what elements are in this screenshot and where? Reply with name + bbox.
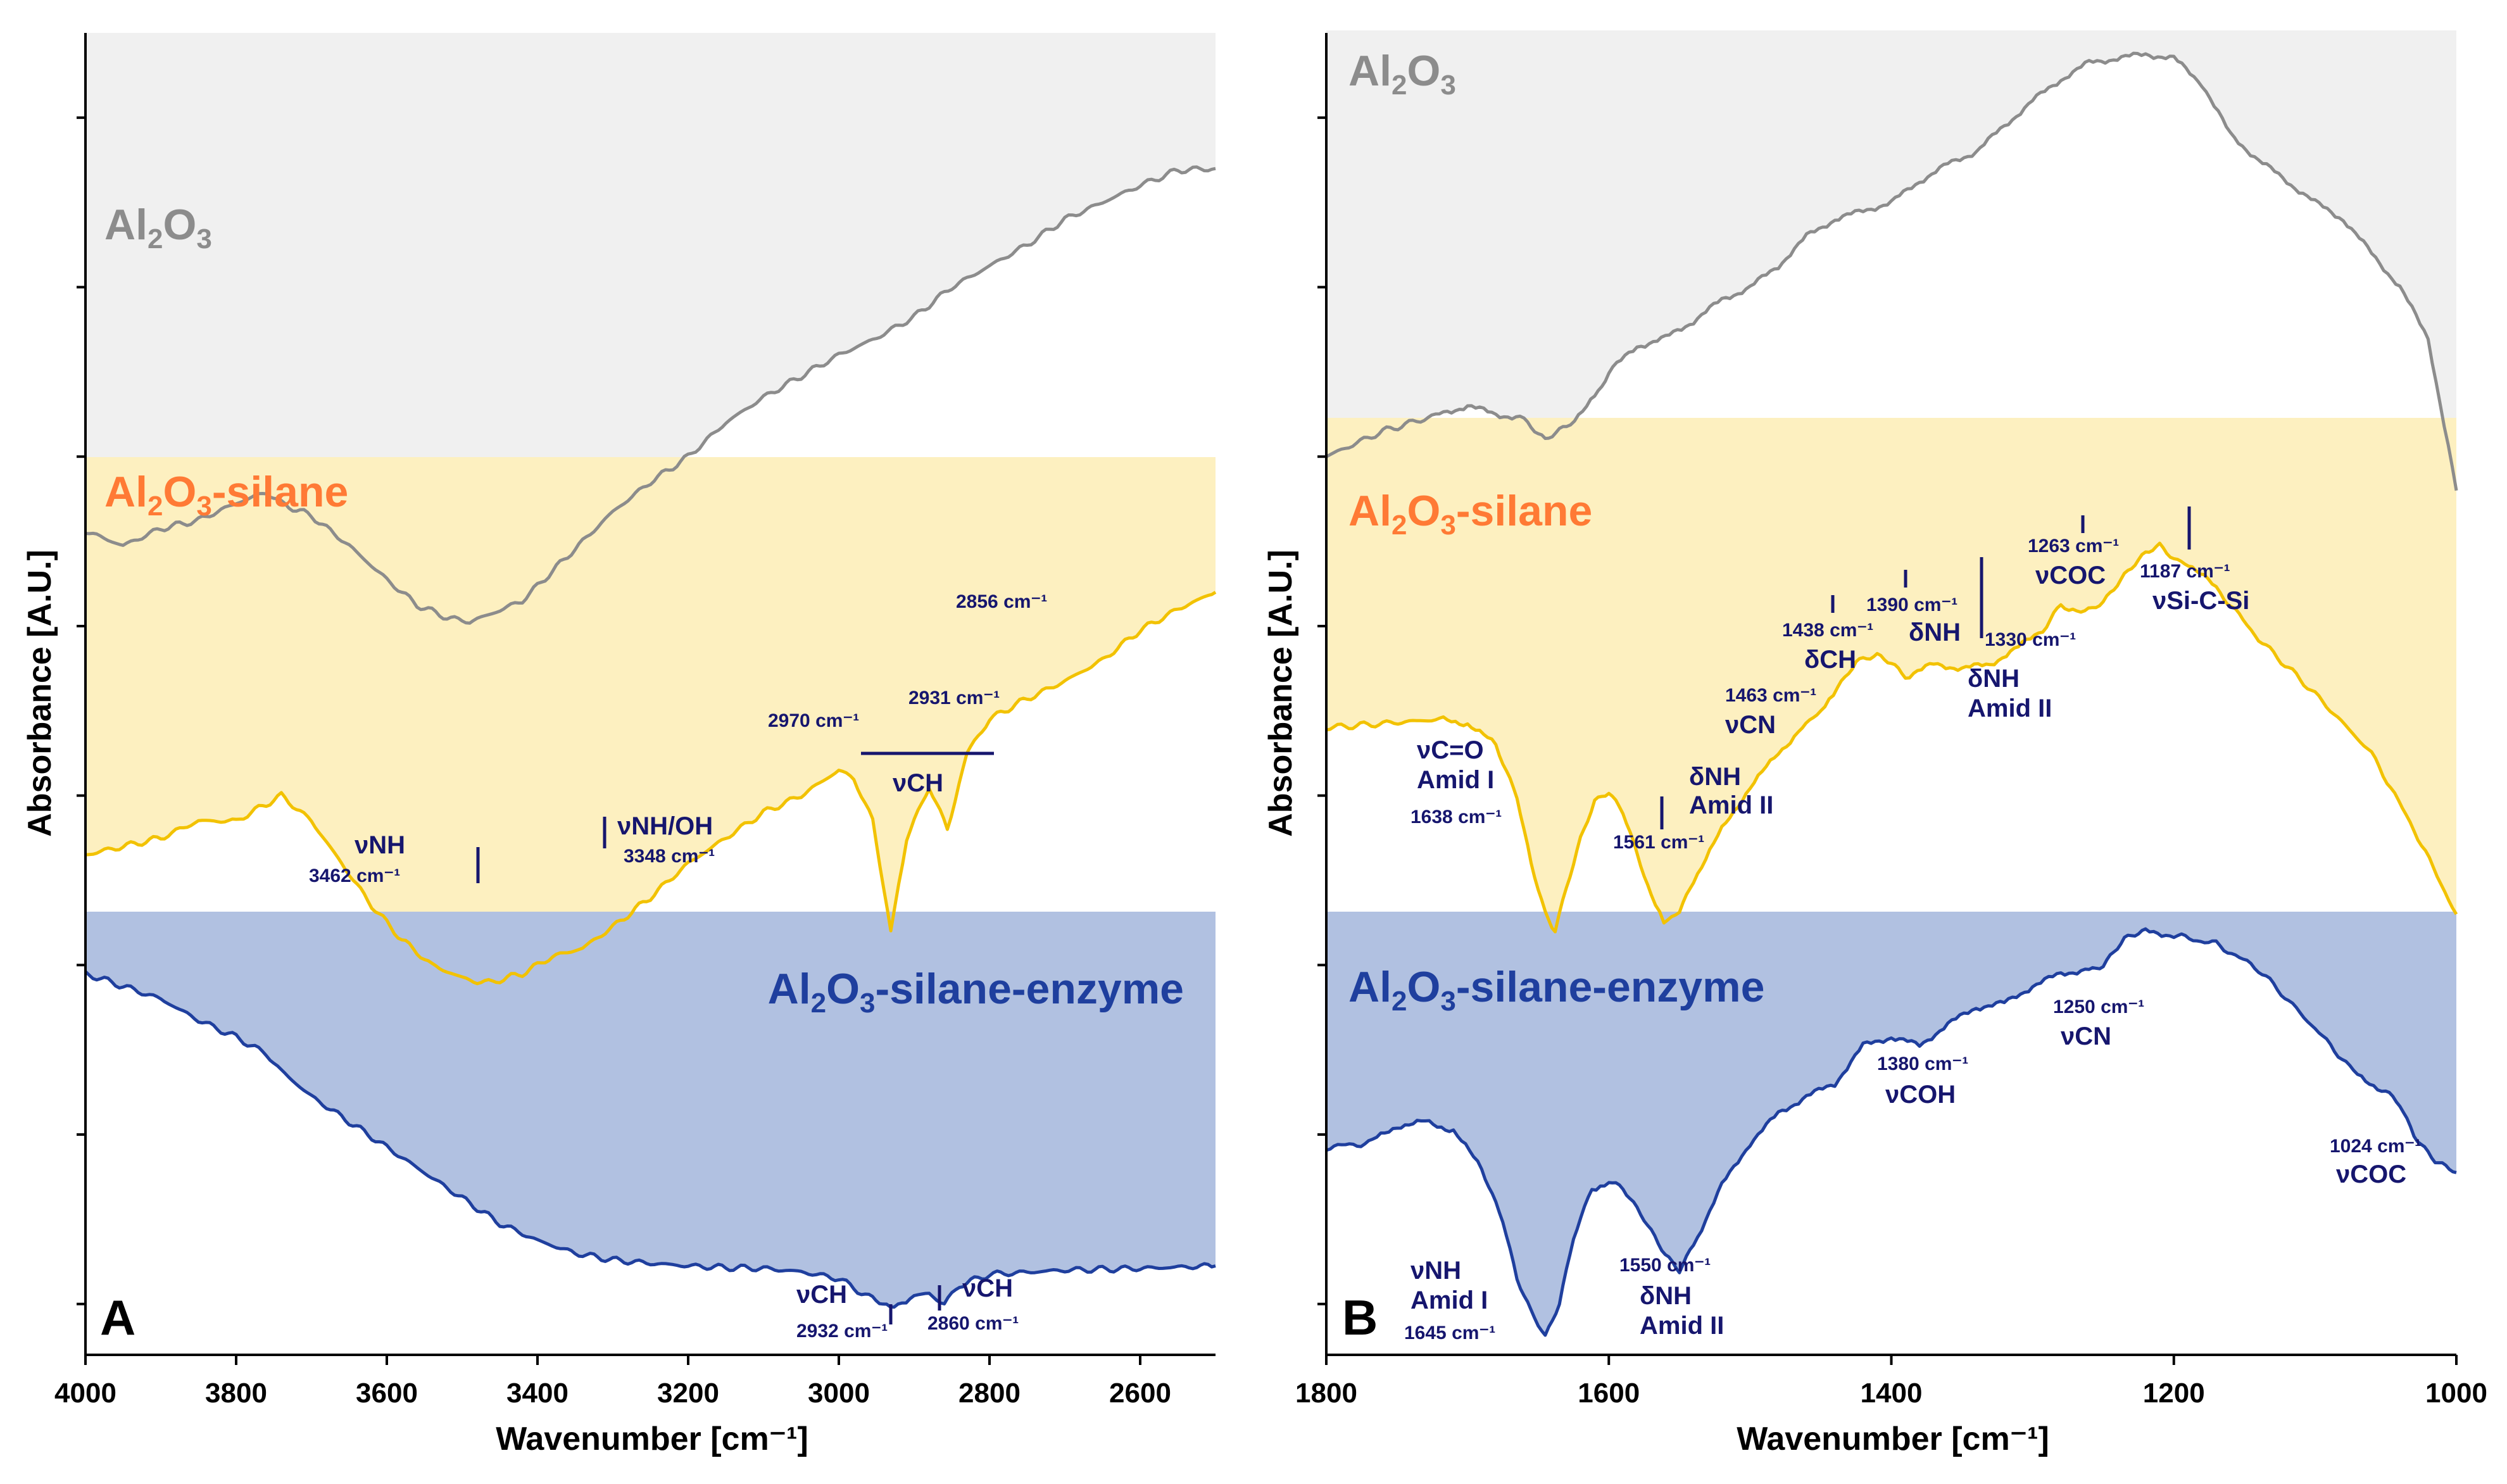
panel-a-series-silane-label: Al2O3-silane [104,468,348,522]
series-line-al2o3-silane [85,591,1217,986]
ann-a-2932-label: νCH [796,1281,847,1309]
x-tick-label: 3000 [808,1378,870,1409]
ann-a-2931-value: 2931 cm⁻¹ [908,688,1000,708]
ann-b-1380-label: νCOH [1885,1081,1956,1109]
x-tick-label: 4000 [54,1378,116,1409]
ann-a-2970-value: 2970 cm⁻¹ [768,710,859,731]
ann-b-1263-label: νCOC [2035,562,2106,589]
ann-b-1330-label2: Amid II [1968,695,2052,722]
panel-b-series-enzyme-label: Al2O3-silane-enzyme [1348,963,1764,1017]
panel-a: 4000 3800 3600 3400 3200 3000 2800 2600 Absorba… [22,33,1217,1457]
ann-b-1645-label: νNH [1411,1257,1461,1285]
panel-a-series-al2o3-label: Al2O3 [104,201,212,255]
x-tick-label: 3200 [657,1378,719,1409]
ann-b-1438-value: 1438 cm⁻¹ [1782,620,1873,641]
ann-b-1638-value: 1638 cm⁻¹ [1411,807,1502,827]
series-line-al2o3 [85,165,1216,625]
ann-b-1390-label: δNH [1909,619,1961,646]
ann-a-3462-value: 3462 cm⁻¹ [309,865,400,886]
ann-a-2860-label: νCH [962,1274,1013,1302]
ann-a-3462-label: νNH [355,831,405,859]
panel-b-series-al2o3-label: Al2O3 [1348,47,1456,101]
x-tick-label: 3400 [506,1378,569,1409]
ann-b-1550-value: 1550 cm⁻¹ [1619,1255,1711,1276]
x-tick-label: 2800 [958,1378,1021,1409]
series-underfill-0-1 [85,592,1216,912]
x-tick-label: 3600 [356,1378,418,1409]
panel-b-annotations: νC=O Amid I 1638 cm⁻¹ δNH Amid II 1561 c… [1404,506,2421,1343]
ann-b-1561-label: δNH [1689,763,1741,791]
ann-a-2932-value: 2932 cm⁻¹ [796,1321,888,1342]
ann-b-1638-label2: Amid I [1417,766,1494,794]
panel-b: 1800 1600 1400 1200 1000 Absorbance [A.U.] W… [1262,30,2487,1457]
ann-b-1024-value: 1024 cm⁻¹ [2330,1136,2421,1157]
panel-b-ylabel: Absorbance [A.U.] [1262,550,1299,837]
panel-b-xlabel: Wavenumber [cm⁻¹] [1737,1421,2049,1457]
ann-b-1024-label: νCOC [2336,1160,2406,1188]
series-underfill-1-2 [1326,929,2456,1355]
series-line-al2o3-silane-enzyme [1326,927,2457,1337]
ann-b-1330-label: δNH [1968,665,2020,693]
panel-a-xlabel: Wavenumber [cm⁻¹] [496,1421,808,1457]
series-underfill-0-0 [85,167,1216,457]
ann-b-1263-value: 1263 cm⁻¹ [2028,536,2119,556]
ann-b-1463-label: νCN [1725,711,1776,739]
ann-a-vch-label: νCH [893,769,943,797]
ann-b-1380-value: 1380 cm⁻¹ [1877,1053,1968,1074]
ann-b-1330-value: 1330 cm⁻¹ [1985,629,2076,650]
ann-b-1187-value: 1187 cm⁻¹ [2140,561,2230,582]
panel-a-ylabel: Absorbance [A.U.] [22,550,58,837]
x-tick-label: 1400 [1861,1378,1923,1409]
ann-b-1645-label2: Amid I [1411,1286,1488,1314]
x-tick-label: 3800 [205,1378,267,1409]
ann-b-1438-label: δCH [1804,646,1856,674]
series-underfill-1-0 [1326,53,2456,418]
x-tick-label: 1000 [2425,1378,2487,1409]
x-tick-label: 2600 [1109,1378,1171,1409]
ann-b-1645-value: 1645 cm⁻¹ [1404,1323,1495,1343]
ann-a-2856-value: 2856 cm⁻¹ [956,591,1047,612]
panel-a-series-enzyme-label: Al2O3-silane-enzyme [768,965,1184,1019]
series-underfill-0-2 [85,971,1216,1355]
ann-b-1638-label: νC=O [1417,736,1484,764]
ann-b-1550-label2: Amid II [1640,1312,1724,1340]
series-line-al2o3-silane-enzyme [84,970,1216,1309]
ann-a-3348-label: νNH/OH [617,812,713,840]
panel-b-series-silane-label: Al2O3-silane [1348,487,1592,541]
x-tick-label: 1200 [2143,1378,2205,1409]
series-line-al2o3 [1325,51,2458,491]
series-underfill-1-1 [1326,543,2456,912]
x-tick-label: 1600 [1578,1378,1640,1409]
ann-b-1550-label: δNH [1640,1282,1692,1310]
ann-a-2860-value: 2860 cm⁻¹ [927,1313,1019,1334]
ann-b-1187-label: νSi-C-Si [2152,587,2249,615]
ann-b-1561-label2: Amid II [1689,791,1773,819]
ann-a-3348-value: 3348 cm⁻¹ [624,846,715,867]
x-tick-label: 1800 [1295,1378,1357,1409]
panel-b-letter: B [1342,1290,1378,1345]
panel-a-annotations: νNH 3462 cm⁻¹ νNH/OH 3348 cm⁻¹ 2970 cm⁻¹… [309,591,1047,1342]
ann-b-1561-value: 1561 cm⁻¹ [1613,832,1704,853]
panel-a-letter: A [100,1290,135,1345]
ann-b-1463-value: 1463 cm⁻¹ [1725,685,1816,706]
ann-b-1390-value: 1390 cm⁻¹ [1866,594,1957,615]
series-line-al2o3-silane [1326,541,2458,934]
ann-b-1250-label: νCN [2061,1022,2111,1050]
ann-b-1250-value: 1250 cm⁻¹ [2053,997,2144,1017]
